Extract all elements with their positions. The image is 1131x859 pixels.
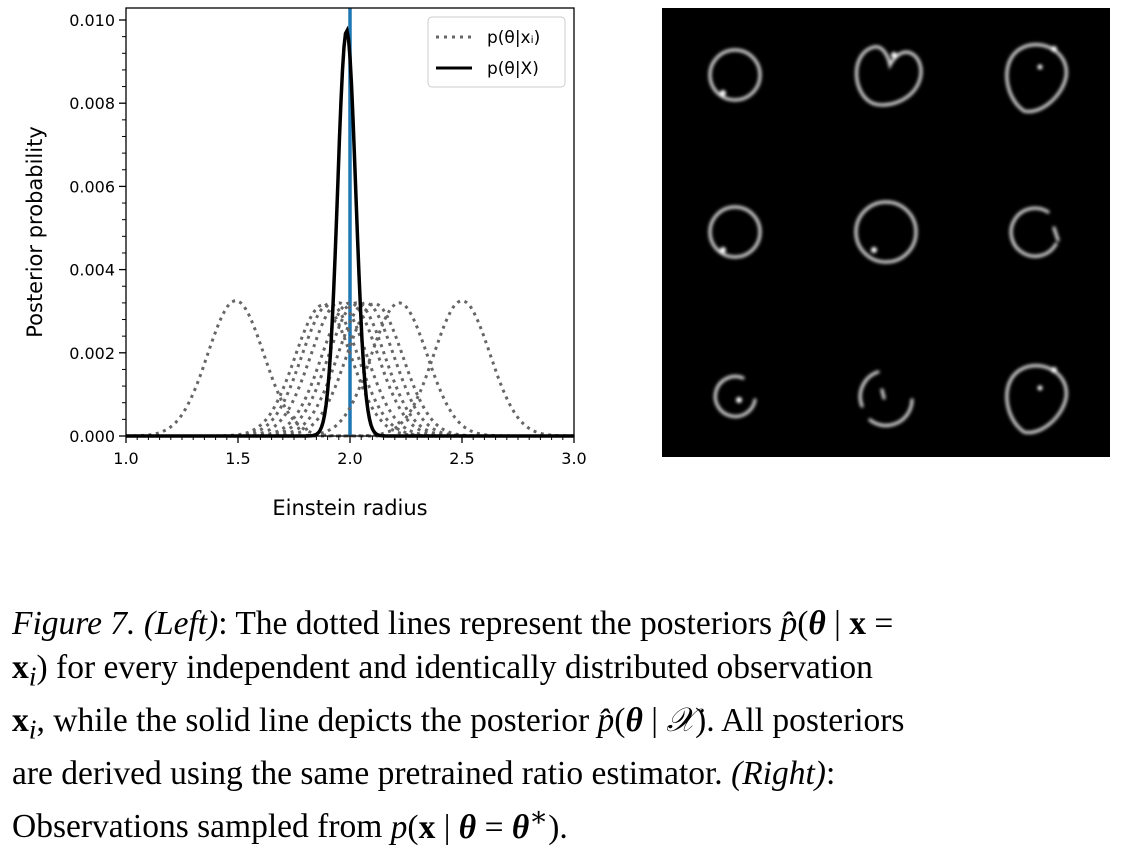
y-tick-label: 0.000 [69,427,115,446]
caption-line-1: Figure 7. (Left): The dotted lines repre… [12,602,1122,646]
dotted-posterior-line-0 [126,299,574,438]
caption-text-4: are derived using the same pretrained ra… [12,754,723,792]
lensing-ring-image-1 [854,45,923,107]
legend: p(θ|xᵢ) p(θ|X) [427,16,566,88]
observations-panel [662,8,1110,457]
lensing-ring-image-3 [708,205,762,259]
caption-left-tag: (Left) [143,605,219,642]
lensing-ring-image-5 [1009,206,1060,258]
legend-entry-joint: p(θ|X) [487,59,539,79]
legend-entry-individual: p(θ|xᵢ) [487,28,540,48]
lensing-ring-image-4 [854,200,918,264]
x-tick-label: 2.0 [337,449,362,468]
caption-line-3: xi, while the solid line depicts the pos… [12,699,1122,752]
math-xi-2: xi [12,701,37,746]
y-tick-label: 0.002 [69,344,115,363]
caption-text-1: : The dotted lines represent the posteri… [218,605,781,642]
x-axis-label: Einstein radius [272,496,427,520]
lensing-ring-image-6 [713,374,757,419]
lensing-ring-image-8 [1005,364,1068,435]
y-tick-label: 0.006 [69,177,115,196]
y-tick-label: 0.008 [69,94,115,113]
x-tick-label: 1.5 [225,449,250,468]
lensing-ring-image-2 [1005,43,1068,114]
math-posterior-xi: p̂(θ | x = [780,605,894,642]
caption-line-2: xi) for every independent and identicall… [12,646,1122,699]
caption-line-4: are derived using the same pretrained ra… [12,754,836,792]
math-posterior-X: p̂(θ | 𝒳) [597,701,707,739]
y-axis-ticks: 0.000 0.002 0.004 0.006 0.008 0.010 [69,11,126,446]
dotted-posterior-line-1 [126,303,574,438]
math-sampling: p(x | θ = θ∗). [390,801,568,846]
caption-line-5: Observations sampled from p(x | θ = θ∗). [12,795,1122,849]
math-xi: xi [12,648,37,693]
caption-text-2: ) for every independent and identically … [36,648,873,686]
lensing-ring-image-7 [858,370,914,428]
caption-right-tag: (Right) [731,754,826,792]
x-tick-label: 1.0 [113,449,138,468]
caption-text-3: , while the solid line depicts the poste… [36,701,598,739]
x-tick-label: 3.0 [561,449,586,468]
x-axis-ticks: 1.0 1.5 2.0 2.5 3.0 [113,436,587,468]
x-tick-label: 2.5 [449,449,474,468]
y-tick-label: 0.004 [69,261,115,280]
lensing-ring-image-0 [708,48,762,102]
caption-text-5: Observations sampled from [12,808,391,846]
caption-text-3-end: . All posteriors [706,701,905,739]
figure-caption: Figure 7. (Left): The dotted lines repre… [12,602,1122,849]
caption-label: Figure 7. [12,605,136,642]
y-axis-label: Posterior probability [23,126,47,338]
y-tick-label: 0.010 [69,11,115,30]
posterior-chart: 1.0 1.5 2.0 2.5 3.0 0.0000.0020.0040.0060.00… [23,7,587,520]
